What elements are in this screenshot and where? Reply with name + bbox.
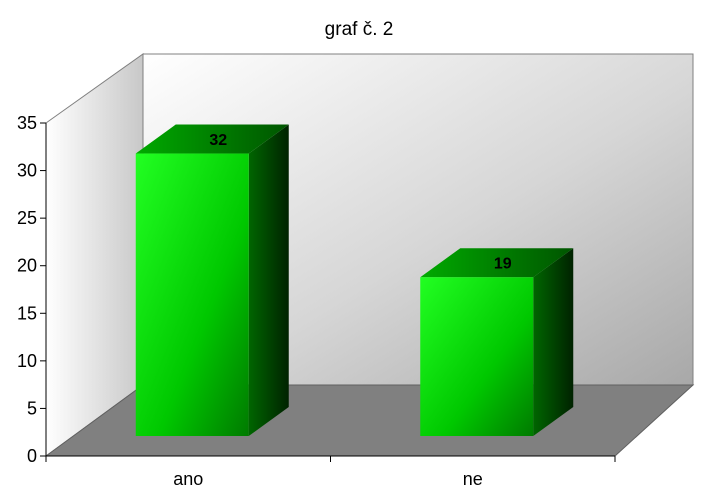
y-tick-label: 15 (17, 303, 37, 323)
x-category-label: ne (463, 469, 483, 489)
bar-ne (420, 248, 574, 436)
bar-top-face (420, 248, 574, 278)
y-axis: 0 5 10 15 20 25 30 35 (17, 113, 47, 466)
data-label: 32 (209, 132, 227, 149)
x-category-label: ano (173, 469, 203, 489)
chart-title: graf č. 2 (325, 19, 394, 40)
bar-front-face (135, 153, 249, 437)
y-tick-label: 5 (27, 398, 37, 418)
y-tick-label: 0 (27, 446, 37, 466)
y-tick-label: 20 (17, 256, 37, 276)
bar-ano (135, 124, 289, 437)
data-label: 19 (494, 256, 512, 273)
bar-front-face (420, 277, 534, 436)
y-tick-label: 10 (17, 351, 37, 371)
y-tick-label: 35 (17, 113, 37, 133)
data-labels: 32 19 (209, 132, 511, 273)
x-axis: ano ne (45, 455, 616, 489)
bar-top-face (135, 124, 289, 154)
y-tick-label: 30 (17, 161, 37, 181)
bar-side-face (248, 124, 289, 437)
bars (135, 124, 574, 437)
bar-side-face (533, 248, 574, 436)
y-tick-label: 25 (17, 208, 37, 228)
